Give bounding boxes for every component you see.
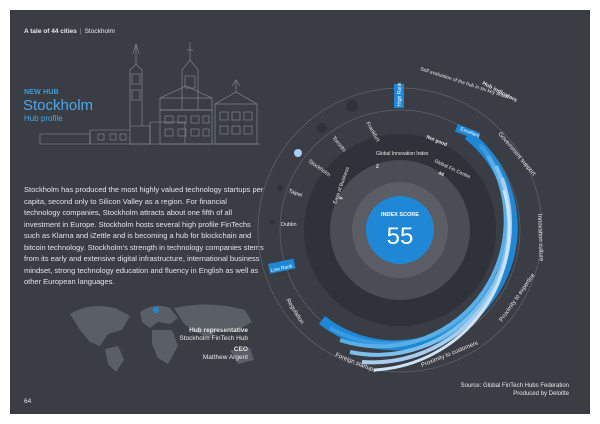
page-title: Stockholm: [23, 97, 94, 114]
city-dot-stockholm: [294, 149, 302, 157]
gii-title: Global Innovation Index: [376, 151, 429, 157]
breadcrumb: A tale of 44 cities | Stockholm: [24, 28, 115, 35]
dimension-regulation: Regulation: [284, 298, 304, 326]
ease-value: 9: [338, 196, 345, 201]
city-dot-taipei: [277, 185, 283, 191]
source-note: Source: Global FinTech Hubs Federation P…: [461, 382, 569, 398]
city-label-dublin: Dublin: [281, 222, 297, 228]
page: A tale of 44 cities | Stockholm: [10, 10, 590, 414]
low-rank-label: Low Rank: [270, 263, 293, 274]
rep-name: Matthew Argent: [202, 354, 248, 361]
hub-radial-diagram: INDEX SCORE 55 Frankfurt Toronto Stockho…: [257, 66, 544, 374]
report-title: A tale of 44 cities: [24, 28, 77, 35]
city-label-toronto: Toronto: [330, 135, 346, 153]
world-map: [70, 304, 254, 372]
city-dot-toronto: [317, 123, 327, 133]
breadcrumb-city: Stockholm: [84, 28, 115, 35]
index-score-value: 55: [387, 223, 414, 250]
hub-description: Stockholm has produced the most highly v…: [24, 185, 264, 286]
high-rank-label: High Rank: [397, 82, 403, 106]
city-dot-dublin: [269, 219, 275, 225]
page-number: 64: [24, 398, 32, 405]
rep-org: Stockholm FinTech Hub: [179, 335, 248, 342]
hub-representative: Hub representative Stockholm FinTech Hub…: [179, 327, 248, 362]
page-subtitle: Hub profile: [24, 114, 63, 123]
rep-title: Hub representative: [189, 327, 248, 334]
gfci-value: 44: [437, 170, 445, 178]
stockholm-location-marker: [153, 307, 159, 313]
source-line-2: Produced by Deloitte: [513, 391, 569, 397]
city-dot-frankfurt: [346, 100, 358, 112]
index-score-label: INDEX SCORE: [381, 212, 419, 218]
city-label-taipei: Taipei: [287, 188, 303, 199]
dimension-innovation-culture: Innovation culture: [536, 214, 544, 262]
gii-value: 2: [376, 164, 379, 170]
stockholm-skyline-illustration: [39, 42, 260, 145]
index-score-circle: [366, 196, 434, 264]
rep-role: CEO: [233, 346, 248, 353]
outer-note: Self evaluation of the hub in six key ar…: [419, 66, 509, 100]
source-line-1: Source: Global FinTech Hubs Federation: [460, 383, 569, 389]
new-hub-badge: NEW HUB: [24, 89, 59, 96]
